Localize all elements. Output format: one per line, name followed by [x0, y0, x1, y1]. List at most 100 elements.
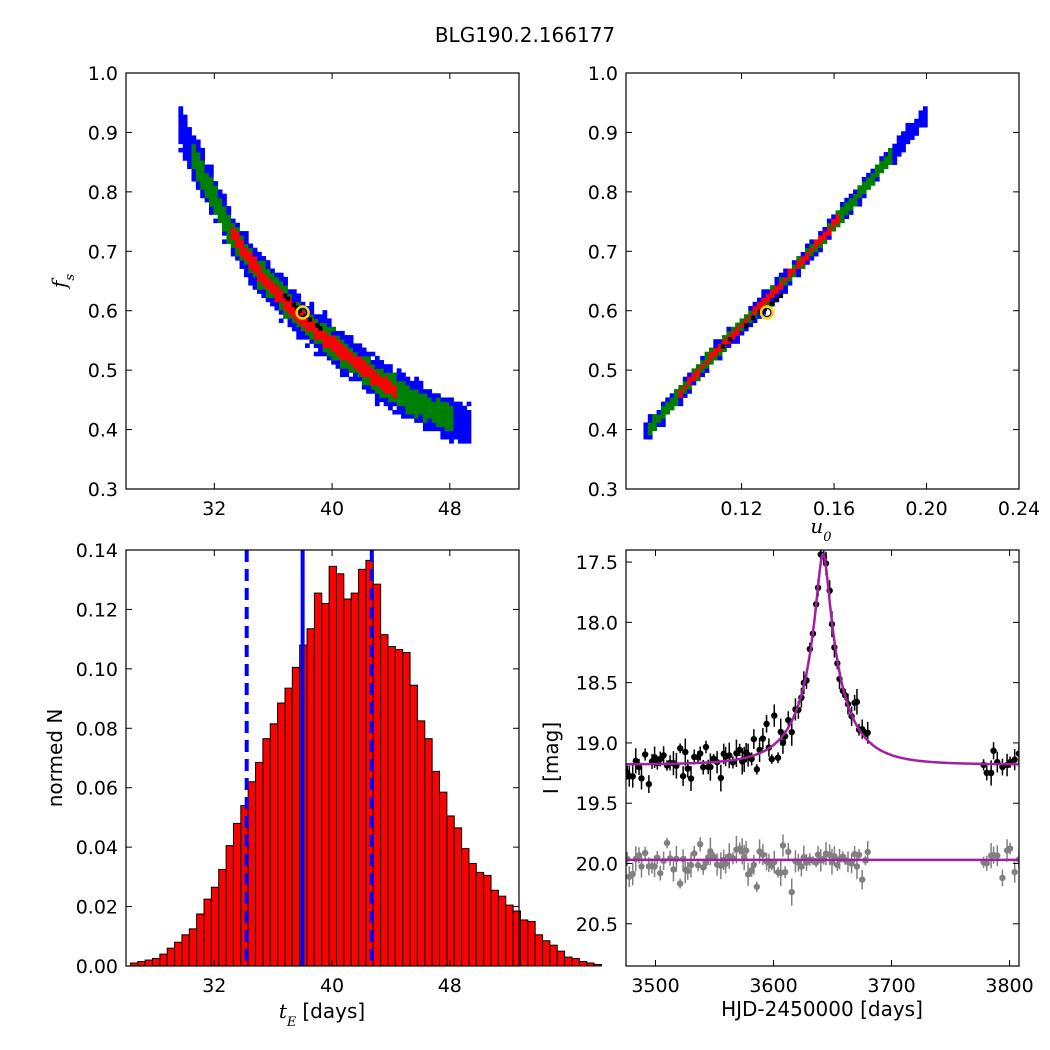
heatmap-cell: [422, 405, 428, 411]
heatmap-cell: [839, 206, 845, 211]
heatmap-cell: [444, 422, 450, 427]
heatmap-cell: [344, 343, 350, 348]
heatmap-cells: [178, 106, 472, 444]
heatmap-cell: [226, 214, 232, 219]
residual-points: [626, 834, 1019, 906]
heatmap-cell: [361, 360, 367, 365]
heatmap-cell: [318, 343, 323, 348]
heatmap-cell: [660, 405, 666, 411]
heatmap-cell: [418, 393, 424, 398]
heatmap-cell: [743, 318, 749, 323]
heatmap-cell: [217, 201, 223, 207]
heatmap-cell: [348, 355, 354, 361]
heatmap-cell: [248, 276, 254, 282]
heatmap-cell: [204, 177, 210, 182]
heatmap-cell: [326, 351, 332, 357]
heatmap-cell: [274, 301, 280, 307]
y-tick-label: 18.0: [576, 612, 618, 634]
heatmap-cell: [874, 168, 880, 174]
heatmap-cell: [239, 235, 245, 240]
heatmap-cell: [453, 401, 459, 407]
heatmap-cell: [222, 218, 227, 224]
heatmap-cell: [682, 380, 688, 386]
heatmap-cell: [700, 364, 705, 369]
heatmap-cell: [374, 389, 380, 394]
heatmap-cell: [374, 397, 380, 403]
y-tick-label: 0.10: [76, 659, 118, 681]
heatmap-cell: [230, 218, 236, 224]
heatmap-cell: [691, 372, 697, 378]
heatmap-cell: [230, 243, 236, 249]
heatmap-cell: [669, 393, 675, 398]
heatmap-cell: [235, 226, 240, 232]
heatmap-cell: [761, 297, 767, 303]
heatmap-cell: [309, 335, 315, 340]
heatmap-cell: [374, 376, 380, 382]
heatmap-cell: [678, 393, 684, 398]
heatmap-cell: [857, 185, 863, 190]
heatmap-cell: [440, 414, 446, 419]
heatmap-cell: [222, 206, 227, 211]
heatmap-cell: [339, 368, 345, 373]
heatmap-cell: [449, 405, 454, 411]
histogram-bar: [225, 845, 234, 967]
heatmap-cell: [822, 239, 828, 244]
y-tick-label: 0.4: [588, 420, 618, 442]
heatmap-cell: [331, 351, 336, 357]
heatmap-cell: [436, 426, 441, 432]
heatmap-cell: [270, 285, 275, 290]
heatmap-cell: [713, 347, 719, 353]
heatmap-cell: [309, 314, 315, 319]
heatmap-cell: [383, 368, 389, 373]
heatmap-cell: [844, 206, 850, 211]
heatmap-cell: [322, 314, 328, 319]
heatmap-cell: [656, 414, 662, 419]
heatmap-cell: [353, 355, 358, 361]
heatmap-cell: [643, 422, 649, 427]
heatmap-cell: [278, 281, 284, 286]
heatmap-cell: [235, 247, 240, 253]
heatmap-cell: [270, 289, 275, 294]
heatmap-cell: [466, 401, 472, 407]
heatmap-cell: [388, 368, 393, 373]
heatmap-cell: [918, 110, 924, 115]
residual-point: [722, 860, 729, 868]
heatmap-cell: [652, 422, 657, 427]
heatmap-cell: [243, 239, 249, 244]
heatmap-cell: [222, 193, 227, 199]
heatmap-cell: [366, 364, 371, 369]
heatmap-cell: [687, 385, 692, 390]
heatmap-cell: [235, 231, 240, 236]
heatmap-cell: [695, 368, 701, 373]
heatmap-cell: [401, 389, 406, 394]
heatmap-cell: [222, 201, 227, 207]
heatmap-cell: [896, 143, 902, 149]
heatmap-cell: [243, 251, 249, 257]
heatmap-cell: [191, 168, 197, 174]
heatmap-cell: [195, 156, 201, 161]
heatmap-cell: [427, 397, 433, 403]
heatmap-cell: [379, 385, 385, 390]
heatmap-cell: [822, 231, 828, 236]
heatmap-cell: [344, 351, 350, 357]
heatmap-cell: [239, 260, 245, 265]
heatmap-cell: [405, 401, 411, 407]
heatmap-cell: [239, 251, 245, 257]
heatmap-cell: [848, 197, 854, 203]
heatmap-cell: [278, 297, 284, 303]
residual-point: [831, 853, 838, 860]
heatmap-cell: [357, 355, 363, 361]
heatmap-cell: [366, 355, 371, 361]
heatmap-cell: [335, 330, 341, 336]
heatmap-cell: [730, 326, 736, 332]
heatmap-cell: [757, 297, 762, 303]
heatmap-cell: [283, 301, 288, 307]
heatmap-cell: [453, 434, 459, 440]
heatmap-cell: [348, 335, 354, 340]
histogram-bar: [564, 956, 573, 967]
histogram-bar: [137, 961, 146, 967]
heatmap-cell: [278, 293, 284, 299]
heatmap-cell: [778, 281, 784, 286]
heatmap-cell: [270, 276, 275, 282]
heatmap-cell: [822, 235, 828, 240]
